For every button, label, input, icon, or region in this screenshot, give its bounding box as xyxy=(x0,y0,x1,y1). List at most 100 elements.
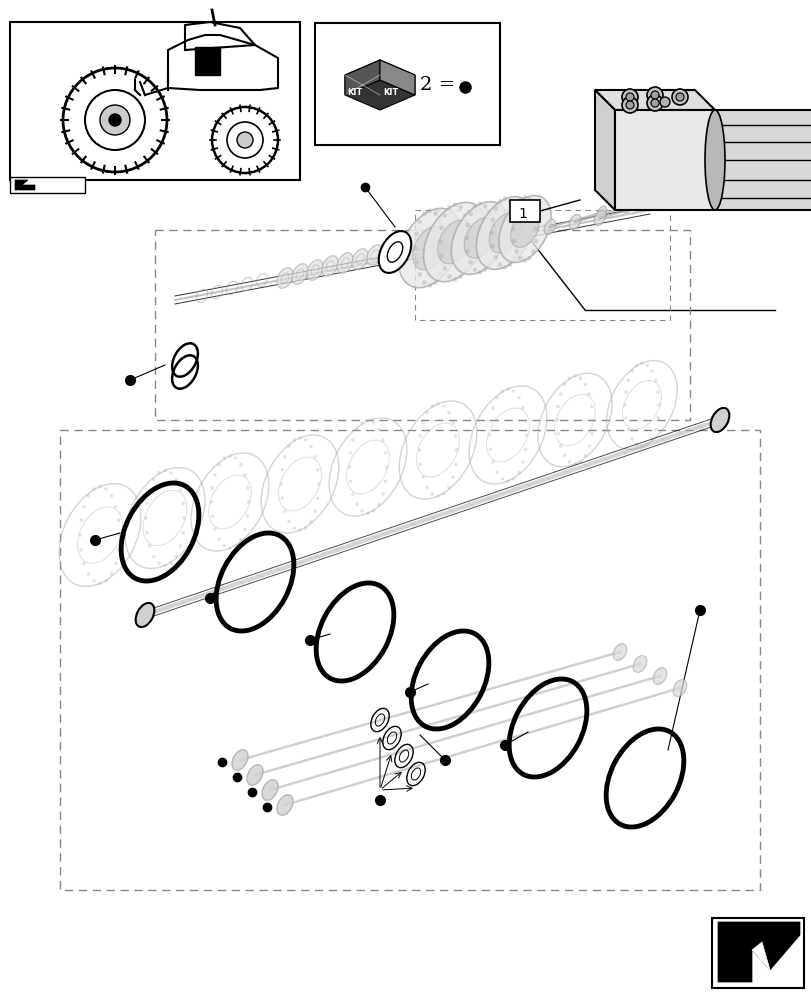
Circle shape xyxy=(114,562,118,565)
Circle shape xyxy=(559,393,561,396)
Circle shape xyxy=(491,406,494,409)
Circle shape xyxy=(315,497,319,500)
Circle shape xyxy=(431,405,433,408)
Bar xyxy=(711,918,803,988)
Ellipse shape xyxy=(464,218,496,258)
Circle shape xyxy=(304,526,307,529)
Ellipse shape xyxy=(594,211,605,225)
Bar xyxy=(315,23,500,145)
Circle shape xyxy=(646,95,663,111)
Circle shape xyxy=(366,419,369,422)
Circle shape xyxy=(174,555,178,558)
Polygon shape xyxy=(714,110,811,210)
Circle shape xyxy=(313,510,316,513)
Circle shape xyxy=(243,473,247,476)
Circle shape xyxy=(315,468,319,471)
Circle shape xyxy=(418,463,422,466)
Ellipse shape xyxy=(710,408,728,432)
Circle shape xyxy=(514,244,518,248)
Circle shape xyxy=(110,573,113,576)
Circle shape xyxy=(523,448,526,451)
Circle shape xyxy=(182,531,184,534)
Circle shape xyxy=(508,199,512,203)
Circle shape xyxy=(442,405,444,408)
Circle shape xyxy=(516,231,520,235)
Circle shape xyxy=(530,205,534,209)
Circle shape xyxy=(384,480,387,483)
Circle shape xyxy=(656,416,659,419)
Circle shape xyxy=(578,460,581,463)
Circle shape xyxy=(381,493,384,496)
Circle shape xyxy=(421,421,424,424)
Circle shape xyxy=(512,207,516,211)
Circle shape xyxy=(427,283,431,287)
Circle shape xyxy=(497,199,501,203)
Circle shape xyxy=(178,489,182,492)
Circle shape xyxy=(517,256,521,260)
Polygon shape xyxy=(345,80,414,110)
Circle shape xyxy=(145,502,148,505)
Circle shape xyxy=(483,204,487,208)
Circle shape xyxy=(495,396,498,399)
Circle shape xyxy=(169,562,172,565)
Circle shape xyxy=(626,428,629,431)
Circle shape xyxy=(514,218,518,222)
Circle shape xyxy=(243,528,247,531)
Circle shape xyxy=(500,390,503,393)
Circle shape xyxy=(425,411,428,414)
Circle shape xyxy=(659,97,669,107)
Circle shape xyxy=(118,534,121,536)
Circle shape xyxy=(283,455,286,458)
Circle shape xyxy=(100,105,130,135)
Circle shape xyxy=(169,471,172,474)
Circle shape xyxy=(174,478,178,481)
Circle shape xyxy=(463,214,466,218)
Circle shape xyxy=(466,223,470,227)
Circle shape xyxy=(309,520,312,523)
Circle shape xyxy=(360,509,363,512)
Circle shape xyxy=(360,422,363,425)
Circle shape xyxy=(79,519,83,522)
Polygon shape xyxy=(380,60,414,95)
Text: 1: 1 xyxy=(517,207,526,221)
Circle shape xyxy=(152,478,155,481)
Circle shape xyxy=(493,255,497,259)
Circle shape xyxy=(454,448,457,452)
Circle shape xyxy=(417,272,421,276)
Ellipse shape xyxy=(612,644,626,660)
Circle shape xyxy=(414,260,418,264)
Circle shape xyxy=(355,428,358,431)
Circle shape xyxy=(568,460,570,463)
Bar xyxy=(195,47,220,75)
Circle shape xyxy=(377,503,380,506)
Circle shape xyxy=(512,255,516,259)
Polygon shape xyxy=(717,922,799,982)
Circle shape xyxy=(487,260,491,264)
Circle shape xyxy=(436,402,439,405)
Circle shape xyxy=(371,509,375,512)
Text: KIT: KIT xyxy=(346,88,362,97)
Circle shape xyxy=(237,132,253,148)
Ellipse shape xyxy=(321,256,337,276)
Circle shape xyxy=(212,107,277,173)
Circle shape xyxy=(384,466,388,468)
Circle shape xyxy=(304,439,307,442)
Circle shape xyxy=(280,483,282,486)
Ellipse shape xyxy=(646,197,656,209)
Circle shape xyxy=(527,256,531,260)
Circle shape xyxy=(431,492,433,495)
Circle shape xyxy=(281,497,284,500)
Circle shape xyxy=(227,122,263,158)
Circle shape xyxy=(348,466,350,468)
Circle shape xyxy=(83,562,85,565)
Bar xyxy=(10,22,299,180)
Polygon shape xyxy=(345,60,380,95)
Ellipse shape xyxy=(232,750,247,770)
Circle shape xyxy=(555,418,558,422)
Circle shape xyxy=(562,383,565,386)
Circle shape xyxy=(211,515,213,518)
Circle shape xyxy=(355,503,358,506)
Circle shape xyxy=(213,473,217,476)
Ellipse shape xyxy=(292,264,307,284)
Ellipse shape xyxy=(135,603,154,627)
